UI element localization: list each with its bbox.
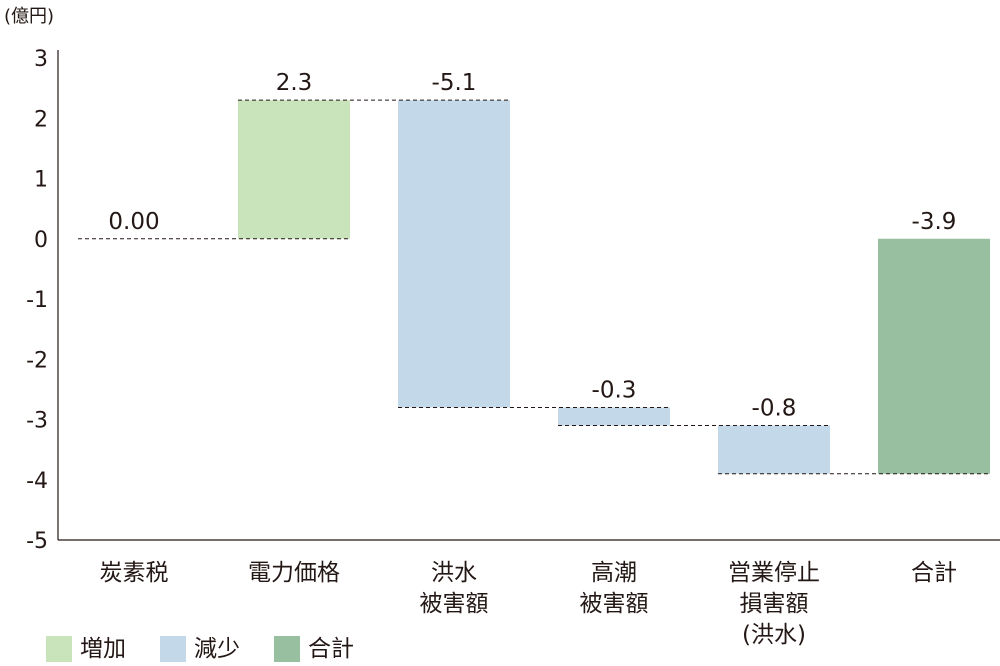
legend-swatch	[46, 636, 72, 662]
bars	[238, 100, 990, 474]
category-label: (洪水)	[742, 622, 806, 648]
value-label: -0.8	[752, 396, 797, 422]
value-label: -5.1	[432, 70, 477, 96]
legend-label: 合計	[308, 636, 354, 662]
legend: 増加 減少 合計	[46, 636, 388, 662]
value-label: 0.00	[108, 209, 159, 235]
y-tick-label: -3	[26, 409, 48, 434]
category-label: 損害額	[740, 591, 809, 617]
bar-total	[878, 238, 990, 474]
y-tick-label: 1	[34, 168, 48, 193]
legend-item-total: 合計	[274, 636, 354, 662]
category-label: 洪水	[431, 560, 477, 586]
y-tick-label: 0	[34, 228, 48, 253]
value-labels: 0.00 2.3 -5.1 -0.3 -0.8 -3.9	[108, 70, 956, 421]
bar-decrease	[558, 407, 670, 426]
legend-swatch	[160, 636, 186, 662]
bar-decrease	[398, 100, 510, 408]
bar-increase	[238, 100, 350, 239]
y-tick-labels: 3 2 1 0 -1 -2 -3 -4 -5	[26, 47, 48, 554]
y-tick-label: -4	[26, 469, 48, 494]
y-tick-label: -5	[26, 529, 48, 554]
axes	[57, 50, 1000, 541]
category-label: 営業停止	[728, 560, 820, 586]
bar-decrease	[718, 425, 830, 474]
legend-item-decrease: 減少	[160, 636, 240, 662]
category-label: 被害額	[420, 591, 489, 617]
category-label: 合計	[911, 560, 957, 586]
value-label: -0.3	[592, 377, 637, 403]
y-tick-label: 2	[34, 107, 48, 132]
category-label: 高潮	[591, 560, 637, 586]
value-label: 2.3	[276, 70, 313, 96]
legend-item-increase: 増加	[46, 636, 126, 662]
value-label: -3.9	[912, 209, 957, 235]
legend-label: 減少	[194, 636, 240, 662]
legend-label: 増加	[80, 636, 126, 662]
y-tick-label: -1	[26, 288, 48, 313]
legend-swatch	[274, 636, 300, 662]
y-tick-label: -2	[26, 348, 48, 373]
y-unit-label: (億円)	[4, 6, 54, 27]
category-label: 被害額	[580, 591, 649, 617]
category-label: 炭素税	[100, 560, 169, 586]
y-tick-label: 3	[34, 47, 48, 72]
category-label: 電力価格	[248, 560, 340, 586]
connector-lines	[78, 99, 990, 475]
